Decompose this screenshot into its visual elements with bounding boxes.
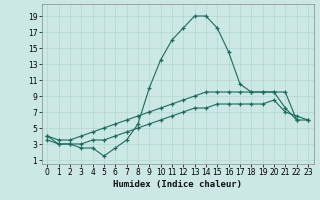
X-axis label: Humidex (Indice chaleur): Humidex (Indice chaleur) (113, 180, 242, 189)
